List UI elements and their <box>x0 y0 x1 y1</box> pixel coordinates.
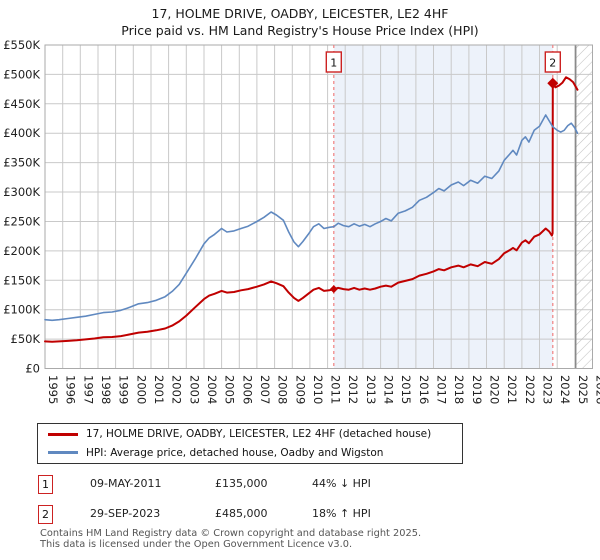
svg-text:£50K: £50K <box>11 332 41 346</box>
future-hatched-region <box>575 45 593 369</box>
svg-text:2000: 2000 <box>134 375 148 404</box>
svg-text:1997: 1997 <box>81 375 95 404</box>
chart-legend: 17, HOLME DRIVE, OADBY, LEICESTER, LE2 4… <box>37 423 463 464</box>
y-axis-labels: £550K £500K £450K £400K £350K £300K £250K £200K… <box>3 38 40 376</box>
svg-text:2015: 2015 <box>399 375 413 404</box>
sale-1-vs-hpi: 44% ↓ HPI <box>312 477 371 490</box>
svg-text:1995: 1995 <box>46 375 60 404</box>
license-footer: Contains HM Land Registry data © Crown c… <box>40 528 422 550</box>
svg-text:2008: 2008 <box>276 375 290 404</box>
x-axis-labels: 1995 1996 1997 1998 1999 2000 2001 2002 2003 2004… <box>46 375 600 404</box>
table-row-sale-2: 2 29-SEP-2023 £485,000 18% ↑ HPI <box>37 502 597 532</box>
svg-text:2001: 2001 <box>152 375 166 404</box>
legend-label-property: 17, HOLME DRIVE, OADBY, LEICESTER, LE2 4… <box>86 428 432 441</box>
svg-text:2003: 2003 <box>187 375 201 404</box>
legend-label-hpi: HPI: Average price, detached house, Oadb… <box>86 446 384 459</box>
price-history-chart: 1 2 £550K £500K £450K £400K £350K £300K £250K £2… <box>3 38 600 404</box>
svg-text:2020: 2020 <box>488 375 502 404</box>
svg-text:2024: 2024 <box>558 375 572 404</box>
series-line-hpi <box>44 114 579 322</box>
sales-table: 1 09-MAY-2011 £135,000 44% ↓ HPI 2 29-SE… <box>37 472 597 532</box>
hpi-line-swatch <box>48 451 78 455</box>
sale-1-date: 09-MAY-2011 <box>90 477 162 490</box>
svg-text:£500K: £500K <box>3 67 40 81</box>
property-line-swatch <box>48 432 78 436</box>
svg-text:2023: 2023 <box>541 375 555 404</box>
svg-text:£300K: £300K <box>3 185 40 199</box>
svg-text:£550K: £550K <box>3 38 40 52</box>
svg-text:2021: 2021 <box>505 375 519 404</box>
svg-text:1998: 1998 <box>99 375 113 404</box>
legend-item-property: 17, HOLME DRIVE, OADBY, LEICESTER, LE2 4… <box>38 426 462 442</box>
sale-2-date: 29-SEP-2023 <box>90 507 161 520</box>
sale-1-number-badge: 1 <box>38 475 53 494</box>
svg-text:2: 2 <box>549 57 556 70</box>
svg-text:1999: 1999 <box>117 375 131 404</box>
svg-text:1996: 1996 <box>64 375 78 404</box>
svg-text:£200K: £200K <box>3 244 40 258</box>
page-subtitle: Price paid vs. HM Land Registry's House … <box>121 23 479 38</box>
svg-text:2011: 2011 <box>329 375 343 404</box>
svg-text:2002: 2002 <box>170 375 184 404</box>
sale-2-price: £485,000 <box>215 507 268 520</box>
footer-line-2: This data is licensed under the Open Gov… <box>40 538 353 550</box>
sale-2-badge: 2 <box>544 51 561 73</box>
svg-text:£450K: £450K <box>3 97 40 111</box>
svg-text:2022: 2022 <box>523 375 537 404</box>
svg-text:2009: 2009 <box>293 375 307 404</box>
svg-text:2014: 2014 <box>382 375 396 404</box>
svg-text:£150K: £150K <box>3 273 40 287</box>
svg-text:2006: 2006 <box>240 375 254 404</box>
svg-text:2018: 2018 <box>452 375 466 404</box>
svg-text:£400K: £400K <box>3 126 40 140</box>
svg-text:1: 1 <box>330 57 337 70</box>
sale-2-number-badge: 2 <box>38 505 53 524</box>
svg-text:£350K: £350K <box>3 156 40 170</box>
plot-border <box>44 44 593 369</box>
svg-text:2017: 2017 <box>435 375 449 404</box>
footer-line-1: Contains HM Land Registry data © Crown c… <box>40 528 422 539</box>
sale-2-marker <box>547 77 559 89</box>
svg-text:2019: 2019 <box>470 375 484 404</box>
svg-text:2012: 2012 <box>346 375 360 404</box>
ownership-period-shading <box>333 45 553 369</box>
svg-text:2010: 2010 <box>311 375 325 404</box>
svg-text:£250K: £250K <box>3 215 40 229</box>
svg-text:2005: 2005 <box>223 375 237 404</box>
svg-text:2016: 2016 <box>417 375 431 404</box>
svg-text:2025: 2025 <box>576 375 590 404</box>
sale-2-vs-hpi: 18% ↑ HPI <box>312 507 371 520</box>
sale-1-badge: 1 <box>325 51 342 73</box>
table-row-sale-1: 1 09-MAY-2011 £135,000 44% ↓ HPI <box>37 472 597 502</box>
sale-1-price: £135,000 <box>215 477 268 490</box>
page-title: 17, HOLME DRIVE, OADBY, LEICESTER, LE2 4… <box>151 6 449 21</box>
svg-text:£100K: £100K <box>3 303 40 317</box>
svg-text:2004: 2004 <box>205 375 219 404</box>
svg-text:2007: 2007 <box>258 375 272 404</box>
svg-text:2026: 2026 <box>594 375 600 404</box>
svg-text:2013: 2013 <box>364 375 378 404</box>
legend-item-hpi: HPI: Average price, detached house, Oadb… <box>38 445 462 461</box>
svg-text:£0: £0 <box>25 362 40 376</box>
sale-1-marker <box>329 285 338 294</box>
series-line-price-paid <box>44 76 579 343</box>
